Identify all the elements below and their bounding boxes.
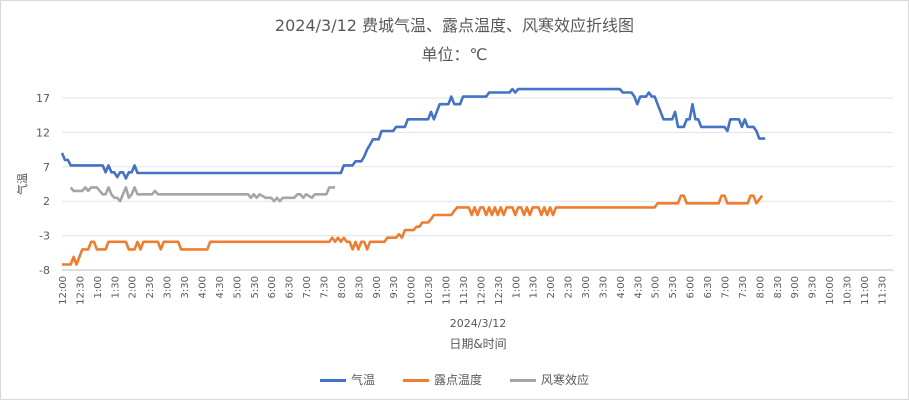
legend-label: 气温 — [350, 373, 375, 387]
series-line-1 — [62, 194, 764, 266]
legend-swatch — [402, 379, 429, 382]
chart-title: 2024/3/12 费城气温、露点温度、风寒效应折线图 — [274, 16, 635, 35]
chart-subtitle: 单位：℃ — [421, 45, 488, 64]
series-line-0 — [60, 87, 766, 180]
legend-swatch — [510, 379, 536, 382]
x-tick-label: 11:30 — [459, 276, 470, 305]
x-tick-label: 4:30 — [215, 276, 226, 298]
legend-item: 气温 — [319, 371, 375, 388]
x-tick-label: 7:00 — [302, 276, 313, 298]
x-tick-label: 7:30 — [738, 276, 749, 298]
x-tick-label: 4:00 — [197, 276, 208, 298]
x-tick-label: 6:00 — [267, 276, 278, 298]
x-tick-label: 1:30 — [529, 276, 540, 298]
x-group-label: 2024/3/12 — [450, 317, 506, 330]
x-tick-label: 7:00 — [720, 276, 731, 298]
x-tick-label: 10:00 — [825, 276, 836, 305]
x-tick-label: 6:30 — [285, 276, 296, 298]
x-tick-label: 8:30 — [354, 276, 365, 298]
series-lines — [60, 87, 766, 266]
x-tick-label: 5:30 — [668, 276, 679, 298]
y-tick-label: 12 — [36, 126, 50, 139]
legend-item: 露点温度 — [402, 371, 482, 388]
x-tick-label: 6:30 — [703, 276, 714, 298]
x-tick-label: 9:00 — [372, 276, 383, 298]
x-tick-label: 7:30 — [320, 276, 331, 298]
x-tick-label: 2:30 — [145, 276, 156, 298]
y-tick-label: 2 — [43, 195, 50, 208]
x-tick-label: 10:30 — [424, 276, 435, 305]
legend: 气温 露点温度 风寒效应 — [0, 371, 909, 388]
x-tick-label: 2:00 — [128, 276, 139, 298]
x-tick-label: 9:30 — [808, 276, 819, 298]
series-line-2 — [69, 186, 336, 203]
x-tick-label: 1:00 — [93, 276, 104, 298]
x-tick-label: 8:00 — [337, 276, 348, 298]
y-tick-label: 17 — [36, 92, 50, 105]
x-tick-label: 4:30 — [633, 276, 644, 298]
x-tick-label: 3:30 — [598, 276, 609, 298]
x-tick-label: 2:00 — [546, 276, 557, 298]
x-tick-label: 10:00 — [407, 276, 418, 305]
x-tick-label: 2:30 — [564, 276, 575, 298]
x-tick-label: 6:00 — [686, 276, 697, 298]
x-tick-label: 9:30 — [389, 276, 400, 298]
y-tick-label: -8 — [39, 264, 50, 277]
legend-label: 露点温度 — [433, 373, 482, 387]
y-tick-label: 7 — [43, 161, 50, 174]
x-tick-label: 11:00 — [442, 276, 453, 305]
x-tick-label: 12:30 — [75, 276, 86, 305]
x-tick-label: 3:00 — [581, 276, 592, 298]
x-tick-label: 9:00 — [790, 276, 801, 298]
legend-item: 风寒效应 — [510, 371, 589, 388]
x-tick-label: 5:30 — [250, 276, 261, 298]
x-tick-label: 8:00 — [755, 276, 766, 298]
y-axis-title: 气温 — [15, 173, 29, 195]
x-tick-label: 1:00 — [511, 276, 522, 298]
x-tick-label: 8:30 — [773, 276, 784, 298]
x-tick-label: 5:00 — [651, 276, 662, 298]
x-tick-label: 3:30 — [180, 276, 191, 298]
x-tick-label: 11:00 — [860, 276, 871, 305]
x-tick-label: 10:30 — [843, 276, 854, 305]
legend-label: 风寒效应 — [541, 373, 590, 387]
x-tick-label: 4:00 — [616, 276, 627, 298]
x-tick-label: 12:00 — [476, 276, 487, 305]
legend-swatch — [319, 379, 346, 382]
x-tick-label: 11:30 — [877, 276, 888, 305]
x-axis-title: 日期&时间 — [449, 337, 506, 351]
x-tick-label: 1:30 — [110, 276, 121, 298]
x-axis-tick-labels: 12:00 12:30 1:00 1:30 2:00 2:30 3:00 3:30 4:00 4:… — [58, 276, 888, 305]
x-tick-label: 5:00 — [232, 276, 243, 298]
x-tick-label: 3:00 — [163, 276, 174, 298]
x-tick-label: 12:30 — [494, 276, 505, 305]
y-axis-tick-labels: -8 -3 2 7 12 17 — [36, 92, 50, 277]
y-tick-label: -3 — [39, 230, 50, 243]
x-tick-label: 12:00 — [58, 276, 69, 305]
gridlines — [62, 97, 893, 271]
